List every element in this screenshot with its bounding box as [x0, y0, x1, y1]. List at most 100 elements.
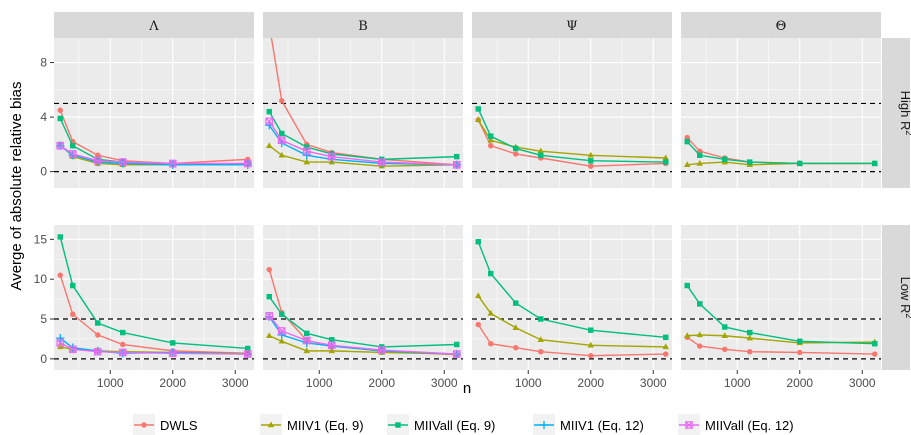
data-point-box	[327, 152, 336, 161]
x-tick-label: 1000	[515, 376, 542, 390]
strips-layer: High R2ΛΒΨΘLow R2	[54, 12, 911, 370]
data-point	[454, 341, 460, 348]
data-point-box	[168, 349, 177, 358]
data-point-cross	[453, 350, 461, 358]
legend-item: MIIV1 (Eq. 12)	[533, 414, 644, 435]
data-point	[722, 156, 728, 163]
data-point	[277, 136, 286, 145]
data-point	[56, 339, 65, 347]
data-point	[662, 154, 669, 161]
x-tick-label: 2000	[577, 376, 604, 390]
data-point-box	[118, 348, 127, 357]
data-point	[95, 320, 101, 326]
data-point-box	[93, 156, 102, 165]
data-point-box	[168, 159, 177, 168]
data-point	[118, 348, 127, 357]
data-point	[329, 337, 335, 343]
panels-layer	[54, 21, 881, 370]
data-point	[327, 341, 336, 350]
data-point	[304, 144, 310, 150]
row-strip-label-sup: 2	[904, 130, 911, 135]
x-tick-label: 1000	[97, 376, 124, 390]
legend-label: MIIVall (Eq. 9)	[414, 418, 495, 433]
column-strip	[681, 12, 881, 38]
y-tick-label: 15	[34, 232, 48, 246]
data-point-box	[302, 147, 311, 155]
data-point	[168, 159, 177, 168]
data-point	[697, 152, 703, 158]
y-tick-label: 4	[40, 110, 47, 124]
data-point	[68, 150, 77, 158]
data-point	[487, 309, 494, 316]
legend: DWLS MIIV1 (Eq. 9) MIIVall (Eq. 9) MIIV1 (E…	[133, 414, 794, 435]
x-tick-label: 1000	[306, 376, 333, 390]
data-point	[279, 98, 285, 104]
panel	[472, 38, 672, 188]
data-point	[697, 301, 703, 307]
series-line	[477, 108, 666, 163]
x-tick-label: 3000	[431, 376, 458, 390]
data-point	[57, 107, 63, 113]
data-point-cross	[265, 117, 273, 125]
data-point-cross	[453, 161, 461, 169]
axes-layer: 0 4 8 0 5 10 15 1000 2000 3000 1000 2000 3000 1000 200…	[34, 56, 876, 390]
data-point-cross	[278, 136, 286, 144]
data-point	[56, 141, 65, 150]
y-tick-label: 0	[40, 352, 47, 366]
data-point	[70, 143, 76, 149]
data-point	[587, 151, 594, 158]
data-point	[56, 333, 65, 343]
data-point-cross	[328, 153, 336, 161]
data-point	[278, 337, 285, 344]
column-strip-label: Θ	[776, 19, 787, 34]
data-point	[685, 421, 693, 429]
data-point	[302, 151, 311, 160]
series-line	[687, 334, 875, 344]
data-point	[266, 266, 272, 273]
x-axis-title: n	[463, 380, 471, 397]
data-point	[70, 282, 76, 289]
row-strip	[882, 225, 910, 370]
data-point	[120, 341, 126, 348]
data-point-box	[56, 339, 65, 347]
series-line	[59, 274, 248, 354]
panel	[472, 225, 672, 370]
data-point	[327, 152, 336, 161]
legend-label: MIIV1 (Eq. 12)	[560, 418, 644, 433]
data-point	[265, 312, 274, 320]
panel	[681, 225, 881, 370]
data-point-cross	[244, 159, 252, 168]
data-point	[797, 338, 803, 345]
x-tick-label: 2000	[786, 376, 813, 390]
data-point	[797, 349, 803, 356]
data-point	[684, 138, 690, 145]
data-point	[243, 159, 252, 168]
series-line	[477, 295, 666, 348]
data-point-box	[265, 312, 274, 320]
column-strip	[54, 12, 254, 38]
legend-item: DWLS	[133, 414, 198, 435]
data-point-cross	[169, 159, 177, 168]
column-strip	[472, 12, 672, 38]
legend-label: MIIV1 (Eq. 9)	[287, 418, 364, 433]
x-tick-label: 3000	[640, 376, 667, 390]
y-tick-label: 0	[40, 165, 47, 179]
data-point	[95, 152, 101, 158]
data-point	[684, 282, 690, 289]
series-line	[268, 24, 457, 166]
data-point	[452, 161, 461, 169]
row-strip-label-main: High R	[898, 91, 911, 131]
x-tick-label: 3000	[849, 376, 876, 390]
data-point	[537, 147, 544, 154]
series-line	[686, 285, 875, 345]
row-strip-label-main: Low R	[898, 277, 911, 314]
data-point	[684, 134, 690, 141]
row-strip-label: Low R2	[898, 277, 911, 319]
data-point	[266, 108, 272, 115]
data-point-cross	[685, 421, 693, 429]
data-point	[539, 420, 549, 430]
row-strip-label: High R2	[898, 91, 911, 136]
data-point-box	[93, 347, 102, 356]
data-point	[68, 345, 77, 354]
data-point	[170, 340, 176, 346]
